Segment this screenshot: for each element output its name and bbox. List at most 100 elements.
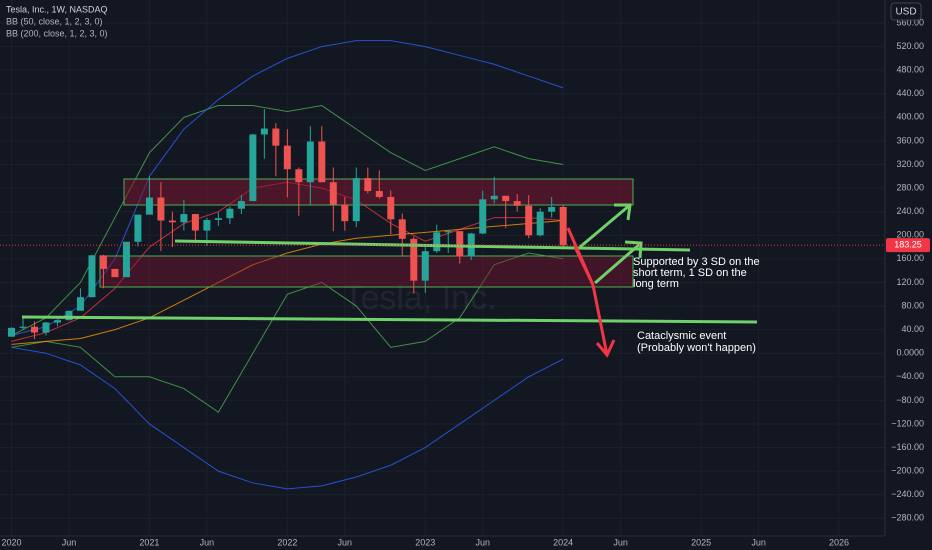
candle-body (421, 251, 429, 281)
chart-title: Tesla, Inc., 1W, NASDAQ (6, 4, 108, 14)
candle-body (490, 195, 498, 200)
arrow-down (591, 284, 616, 358)
candle-body (433, 232, 441, 252)
candle-body (30, 326, 38, 333)
candle-body (122, 241, 130, 278)
candle-body (283, 145, 291, 170)
annotation: long term (633, 278, 679, 290)
y-tick-label: −240.00 (891, 489, 924, 499)
y-tick-label: −200.00 (891, 466, 924, 476)
candle-body (42, 322, 50, 333)
candle-body (513, 201, 521, 206)
y-tick-label: 480.00 (896, 65, 924, 75)
x-tick-label: 2024 (553, 537, 573, 547)
candle-body (548, 206, 556, 212)
currency-button[interactable] (890, 2, 922, 21)
candle-body (559, 206, 567, 246)
candle-body (168, 220, 176, 223)
candle-body (375, 191, 383, 197)
candle-body (272, 128, 280, 146)
x-tick-label: Jun (751, 537, 766, 547)
indicator-label: BB (200, close, 1, 2, 3, 0) (6, 28, 108, 38)
candle-body (352, 178, 360, 222)
candle-body (536, 211, 544, 236)
candle-body (398, 219, 406, 239)
x-tick-label: Jun (338, 537, 353, 547)
y-tick-label: 360.00 (896, 135, 924, 145)
candle-body (306, 141, 314, 183)
last-price-label: 183.25 (894, 240, 922, 250)
candle-body (295, 169, 303, 183)
last-price-box (886, 238, 930, 253)
currency[interactable]: USD (895, 7, 916, 18)
y-tick-label: 440.00 (896, 88, 924, 98)
candle-body (99, 255, 107, 269)
x-tick-label: Jun (475, 537, 490, 547)
candle-body (7, 327, 15, 337)
candle-body (249, 134, 257, 202)
band-line (11, 220, 564, 345)
candle-body (456, 231, 464, 257)
candle-body (410, 238, 418, 281)
y-tick-label: −80.00 (896, 395, 924, 405)
x-tick-label: 2020 (1, 537, 21, 547)
x-tick-label: 2022 (277, 537, 297, 547)
candle-body (237, 201, 245, 209)
x-tick-label: Jun (613, 537, 628, 547)
y-tick-label: −40.00 (896, 371, 924, 381)
x-tick-label: 2026 (829, 537, 849, 547)
candle-body (479, 199, 487, 234)
y-tick-label: 0.0000 (896, 348, 924, 358)
candle-body (444, 231, 452, 233)
band-line (11, 105, 564, 336)
y-tick-label: 280.00 (896, 182, 924, 192)
y-tick-label: 320.00 (896, 159, 924, 169)
y-tick-label: 80.00 (901, 300, 924, 310)
y-tick-label: 200.00 (896, 230, 924, 240)
x-tick-label: Jun (62, 537, 77, 547)
annotation: Supported by 3 SD on the (633, 256, 760, 268)
candle-body (318, 141, 326, 183)
y-tick-label: −160.00 (891, 442, 924, 452)
candle-body (191, 214, 199, 231)
candle-body (111, 268, 119, 278)
price-axis (885, 0, 932, 550)
x-tick-label: 2021 (139, 537, 159, 547)
candle-body (180, 214, 188, 223)
y-tick-label: 520.00 (896, 41, 924, 51)
y-axis: 560.00 520.00 480.00 440.00 400.00 360.00 320.… (891, 17, 924, 522)
band-line (11, 346, 564, 490)
candle-body (157, 197, 165, 221)
x-tick-label: 2023 (415, 537, 435, 547)
y-tick-label: 40.00 (901, 324, 924, 334)
x-axis: 2020 Jun 2021 Jun 2022 Jun 2023 Jun 2024 Jun 2025 J… (1, 537, 849, 547)
indicator-label: BB (50, close, 1, 2, 3, 0) (6, 16, 103, 26)
candle-body (364, 178, 372, 192)
arrow-up (579, 203, 632, 249)
candle-body (387, 196, 395, 220)
candle-body (76, 297, 84, 311)
annotation: Cataclysmic event (637, 330, 726, 342)
arrow-up (594, 240, 643, 285)
watermark: Tesla, Inc. (343, 279, 496, 317)
y-tick-label: 160.00 (896, 253, 924, 263)
candle-body (502, 195, 510, 202)
candle-body (214, 218, 222, 220)
candle-body (134, 214, 142, 242)
candle-body (329, 182, 337, 205)
candles (7, 109, 567, 340)
candle-body (88, 255, 96, 298)
candle-body (203, 219, 211, 231)
candle-body (145, 197, 153, 215)
candle-body (226, 208, 234, 219)
y-tick-label: 120.00 (896, 277, 924, 287)
candle-body (525, 205, 533, 236)
y-tick-label: −120.00 (891, 418, 924, 428)
candle-body (19, 326, 27, 328)
annotation: (Probably won't happen) (637, 342, 756, 354)
y-tick-label: 560.00 (896, 17, 924, 27)
support-zone (99, 255, 634, 288)
x-tick-label: Jun (200, 537, 215, 547)
y-tick-label: 240.00 (896, 206, 924, 216)
